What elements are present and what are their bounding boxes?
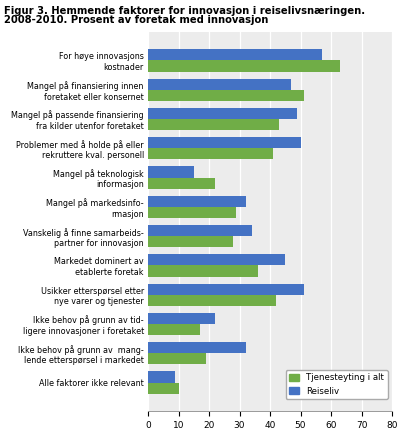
Bar bbox=[148, 178, 215, 189]
Bar bbox=[148, 225, 252, 236]
Bar bbox=[148, 342, 246, 353]
Bar bbox=[148, 137, 300, 148]
Bar bbox=[148, 284, 304, 295]
Bar bbox=[148, 196, 246, 207]
Legend: Tjenesteyting i alt, Reiseliv: Tjenesteyting i alt, Reiseliv bbox=[286, 370, 388, 399]
Bar bbox=[148, 207, 236, 218]
Bar bbox=[148, 324, 200, 335]
Bar bbox=[148, 254, 285, 265]
Bar bbox=[148, 90, 304, 101]
Bar bbox=[148, 383, 178, 394]
Bar bbox=[148, 295, 276, 306]
Text: 2008-2010. Prosent av foretak med innovasjon: 2008-2010. Prosent av foretak med innova… bbox=[4, 15, 268, 25]
Bar bbox=[148, 236, 234, 247]
Bar bbox=[148, 313, 215, 324]
Bar bbox=[148, 353, 206, 364]
Bar bbox=[148, 108, 298, 119]
Bar bbox=[148, 60, 340, 71]
Bar bbox=[148, 119, 279, 130]
Bar bbox=[148, 166, 194, 178]
Text: Figur 3. Hemmende faktorer for innovasjon i reiselivsnæringen.: Figur 3. Hemmende faktorer for innovasjo… bbox=[4, 6, 365, 16]
Bar bbox=[148, 49, 322, 60]
Bar bbox=[148, 148, 273, 159]
Bar bbox=[148, 79, 291, 90]
Bar bbox=[148, 372, 176, 383]
Bar bbox=[148, 265, 258, 276]
